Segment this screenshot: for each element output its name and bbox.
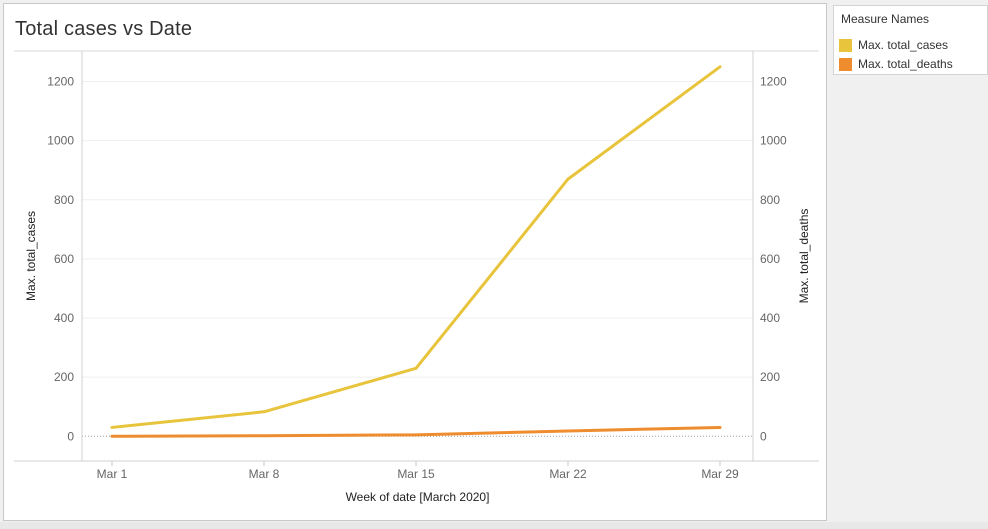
legend-title: Measure Names <box>841 12 930 26</box>
x-tick-label: Mar 8 <box>249 467 280 481</box>
y-tick-label-left: 600 <box>54 252 74 266</box>
y-tick-label-right: 1200 <box>760 75 787 89</box>
legend-label-total-cases: Max. total_cases <box>858 38 949 52</box>
y-tick-label-left: 400 <box>54 311 74 325</box>
y-tick-label-right: 200 <box>760 370 780 384</box>
x-tick-label: Mar 22 <box>549 467 587 481</box>
y-tick-label-right: 600 <box>760 252 780 266</box>
x-tick-label: Mar 29 <box>701 467 739 481</box>
y-tick-label-left: 200 <box>54 370 74 384</box>
tick-labels: 0 200 400 600 800 1000 1200 0 200 400 600 800 1000 12… <box>24 75 811 504</box>
x-axis-title: Week of date [March 2020] <box>346 490 490 504</box>
chart-title: Total cases vs Date <box>15 18 193 40</box>
legend-swatch-total-deaths <box>839 57 852 71</box>
y-axis-title-left: Max. total_cases <box>24 211 38 301</box>
x-tick-label: Mar 15 <box>397 467 435 481</box>
chart-plot: 0 200 400 600 800 1000 1200 0 200 400 600 800 1000 12… <box>14 50 819 504</box>
axes <box>14 50 819 466</box>
y-tick-label-left: 800 <box>54 193 74 207</box>
legend-label-total-deaths: Max. total_deaths <box>858 57 953 71</box>
y-tick-label-left: 1000 <box>47 134 74 148</box>
y-tick-label-right: 800 <box>760 193 780 207</box>
x-tick-label: Mar 1 <box>97 467 128 481</box>
y-tick-label-right: 400 <box>760 311 780 325</box>
status-strip <box>0 522 988 529</box>
y-tick-label-right: 1000 <box>760 134 787 148</box>
legend-swatch-total-cases <box>839 38 852 52</box>
legend: Measure Names Max. total_cases Max. tota… <box>833 5 988 75</box>
y-tick-label-left: 0 <box>67 429 74 443</box>
grid-lines <box>82 81 753 437</box>
series-line-total-cases <box>110 65 722 429</box>
y-axis-title-right: Max. total_deaths <box>797 209 811 304</box>
legend-item-total-cases[interactable]: Max. total_cases <box>839 37 948 53</box>
series-line-total-deaths <box>110 425 722 438</box>
series-lines <box>110 65 722 438</box>
chart-panel: Total cases vs Date 0 200 400 600 800 1000 120… <box>3 3 827 521</box>
y-tick-label-right: 0 <box>760 429 767 443</box>
legend-item-total-deaths[interactable]: Max. total_deaths <box>839 56 953 72</box>
y-tick-label-left: 1200 <box>47 75 74 89</box>
